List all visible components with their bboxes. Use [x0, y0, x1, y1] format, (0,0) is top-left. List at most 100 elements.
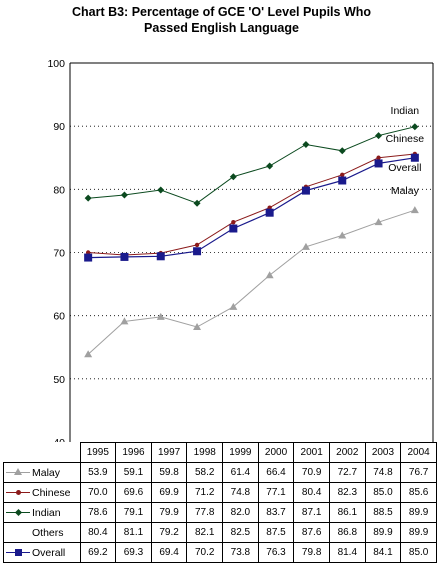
table-cell: 59.1 [115, 462, 152, 483]
table-cell: 87.5 [257, 522, 295, 543]
data-table: 1995 1996 1997 1998 1999 2000 2001 2002 2003 2004… [3, 442, 437, 563]
table-row: Chinese 70.0 69.6 69.9 71.2 74.8 77.1 80.4 82.3 8… [3, 482, 437, 503]
point-overall [410, 153, 419, 162]
annotation-overall: Overall [388, 162, 421, 174]
point-malay [265, 271, 274, 279]
point-indian [84, 194, 92, 202]
point-malay [84, 350, 93, 358]
point-indian [193, 199, 201, 207]
point-chinese [340, 172, 345, 178]
point-indian [120, 191, 128, 199]
table-cell: 85.0 [364, 482, 402, 503]
point-malay [120, 317, 129, 325]
series-line-indian [88, 126, 415, 204]
table-cell: 69.4 [150, 542, 188, 563]
point-overall [193, 247, 202, 256]
point-chinese [231, 219, 236, 225]
table-row: Overall 69.2 69.3 69.4 70.2 73.8 76.3 79.8 81.4 8… [3, 542, 437, 563]
table-cell: 81.1 [115, 522, 152, 543]
legend-key-malay [6, 467, 30, 478]
point-overall [156, 252, 165, 261]
series-line-overall [88, 157, 415, 259]
point-malay [338, 231, 347, 239]
y-tick-label: 50 [53, 374, 65, 386]
table-cell: 66.4 [257, 462, 295, 483]
legend-key-indian [6, 508, 30, 518]
table-cell: 82.0 [222, 502, 259, 523]
series-name: Indian [32, 506, 61, 519]
series-name: Malay [32, 466, 61, 479]
point-chinese [194, 242, 200, 248]
point-malay [156, 312, 165, 320]
x-tick-label: 1995 [79, 442, 117, 463]
table-cell: 79.9 [150, 502, 188, 523]
point-indian [338, 147, 346, 155]
y-tick-label: 100 [47, 58, 65, 70]
table-cell: 71.2 [186, 482, 224, 503]
annotation-indian: Indian [391, 105, 420, 117]
table-cell: 69.3 [115, 542, 152, 563]
table-cell: 82.1 [186, 522, 224, 543]
series-line-malay [87, 209, 415, 355]
table-cell: 78.6 [79, 502, 117, 523]
point-overall [120, 252, 129, 261]
table-cell: 72.7 [328, 462, 366, 483]
point-malay [229, 302, 238, 310]
table-header-row: 1995 1996 1997 1998 1999 2000 2001 2002 2003 2004 [4, 442, 437, 463]
table-cell: 69.9 [150, 482, 188, 503]
table-cell: 89.9 [364, 522, 402, 543]
table-cell: 86.1 [328, 502, 366, 523]
table-cell: 73.8 [222, 542, 259, 563]
table-cell: 85.6 [400, 482, 437, 503]
point-malay [193, 323, 202, 331]
series-label-overall: Overall [3, 542, 81, 563]
table-cell: 70.0 [79, 482, 117, 503]
series-name: Overall [32, 546, 66, 559]
x-tick-label: 1998 [186, 442, 224, 463]
point-indian [266, 162, 274, 170]
x-tick-label: 1996 [115, 442, 152, 463]
point-indian [229, 173, 237, 181]
y-tick-label: 60 [53, 311, 65, 323]
point-chinese [376, 155, 381, 160]
table-cell: 53.9 [79, 462, 117, 483]
y-tick-label: 40 [53, 437, 65, 442]
chart-title-line-2: Passed English Language [144, 21, 299, 35]
point-indian [411, 123, 419, 131]
table-row: Others 80.4 81.1 79.2 82.1 82.5 87.5 87.6 86.8 89… [3, 522, 437, 543]
point-overall [338, 176, 347, 185]
series-name: Others [32, 526, 64, 539]
table-cell: 89.9 [400, 502, 437, 523]
table-cell: 87.1 [293, 502, 330, 523]
table-cell: 59.8 [150, 462, 188, 483]
table-cell: 84.1 [364, 542, 402, 563]
point-malay [374, 218, 383, 226]
table-cell: 79.1 [115, 502, 152, 523]
point-indian [302, 140, 310, 148]
y-tick-label: 90 [53, 121, 65, 133]
table-cell: 61.4 [222, 462, 259, 483]
table-cell: 87.6 [293, 522, 330, 543]
table-cell: 86.8 [328, 522, 366, 543]
table-cell: 76.7 [400, 462, 437, 483]
table-cell: 82.5 [222, 522, 259, 543]
point-overall [301, 186, 310, 195]
point-overall [229, 224, 238, 233]
table-cell: 74.8 [222, 482, 259, 503]
table-cell: 80.4 [293, 482, 330, 503]
series-label-others: Others [3, 522, 81, 543]
point-overall [84, 253, 93, 262]
point-overall [265, 208, 274, 217]
legend-key-others [6, 528, 30, 538]
y-tick-label: 80 [53, 184, 65, 196]
legend-key-chinese [6, 488, 30, 498]
table-cell: 58.2 [186, 462, 224, 483]
table-cell: 70.2 [186, 542, 224, 563]
table-cell: 76.3 [257, 542, 295, 563]
x-tick-label: 1999 [222, 442, 259, 463]
table-cell: 85.0 [400, 542, 437, 563]
table-cell: 80.4 [79, 522, 117, 543]
point-overall [374, 159, 383, 168]
table-cell: 82.3 [328, 482, 366, 503]
line-chart: 40 50 60 70 80 90 100 Indian Chinese Overall Malay [47, 58, 434, 442]
